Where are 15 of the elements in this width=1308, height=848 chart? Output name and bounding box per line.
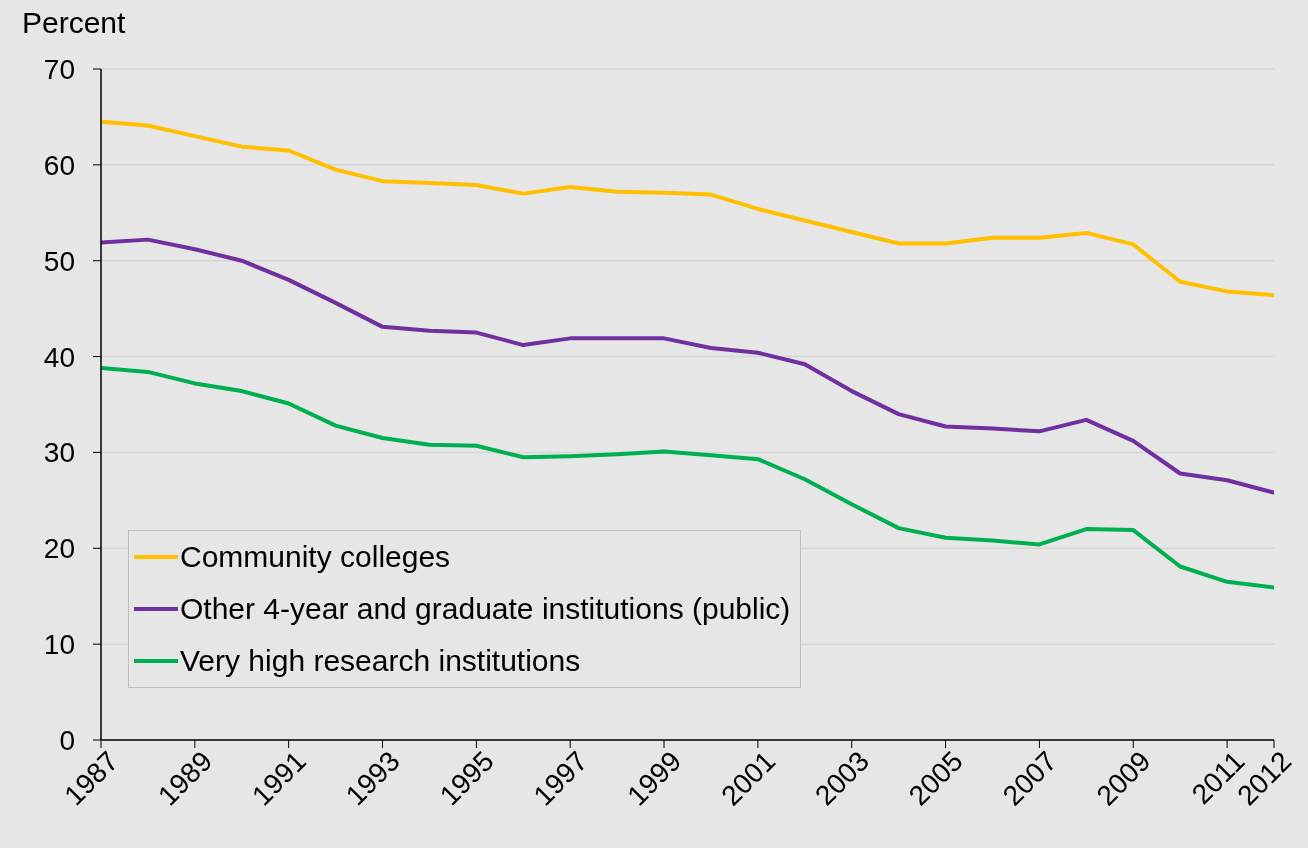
- y-tick-label: 50: [43, 245, 75, 277]
- y-axis-title: Percent: [22, 6, 126, 39]
- y-tick-label: 40: [43, 341, 75, 373]
- line-series: [101, 366, 1274, 590]
- legend-label: Other 4-year and graduate institutions (public): [180, 592, 791, 625]
- y-tick-label: 60: [43, 149, 75, 181]
- y-tick-label: 0: [59, 724, 75, 756]
- y-tick-label: 10: [43, 629, 75, 661]
- legend-label: Community colleges: [180, 540, 451, 573]
- y-tick-label: 30: [43, 437, 75, 469]
- y-tick-label: 20: [43, 533, 75, 565]
- legend-label: Very high research institutions: [180, 644, 581, 677]
- line-series: [101, 237, 1274, 495]
- line-series: [101, 119, 1274, 298]
- y-tick-label: 70: [43, 53, 75, 85]
